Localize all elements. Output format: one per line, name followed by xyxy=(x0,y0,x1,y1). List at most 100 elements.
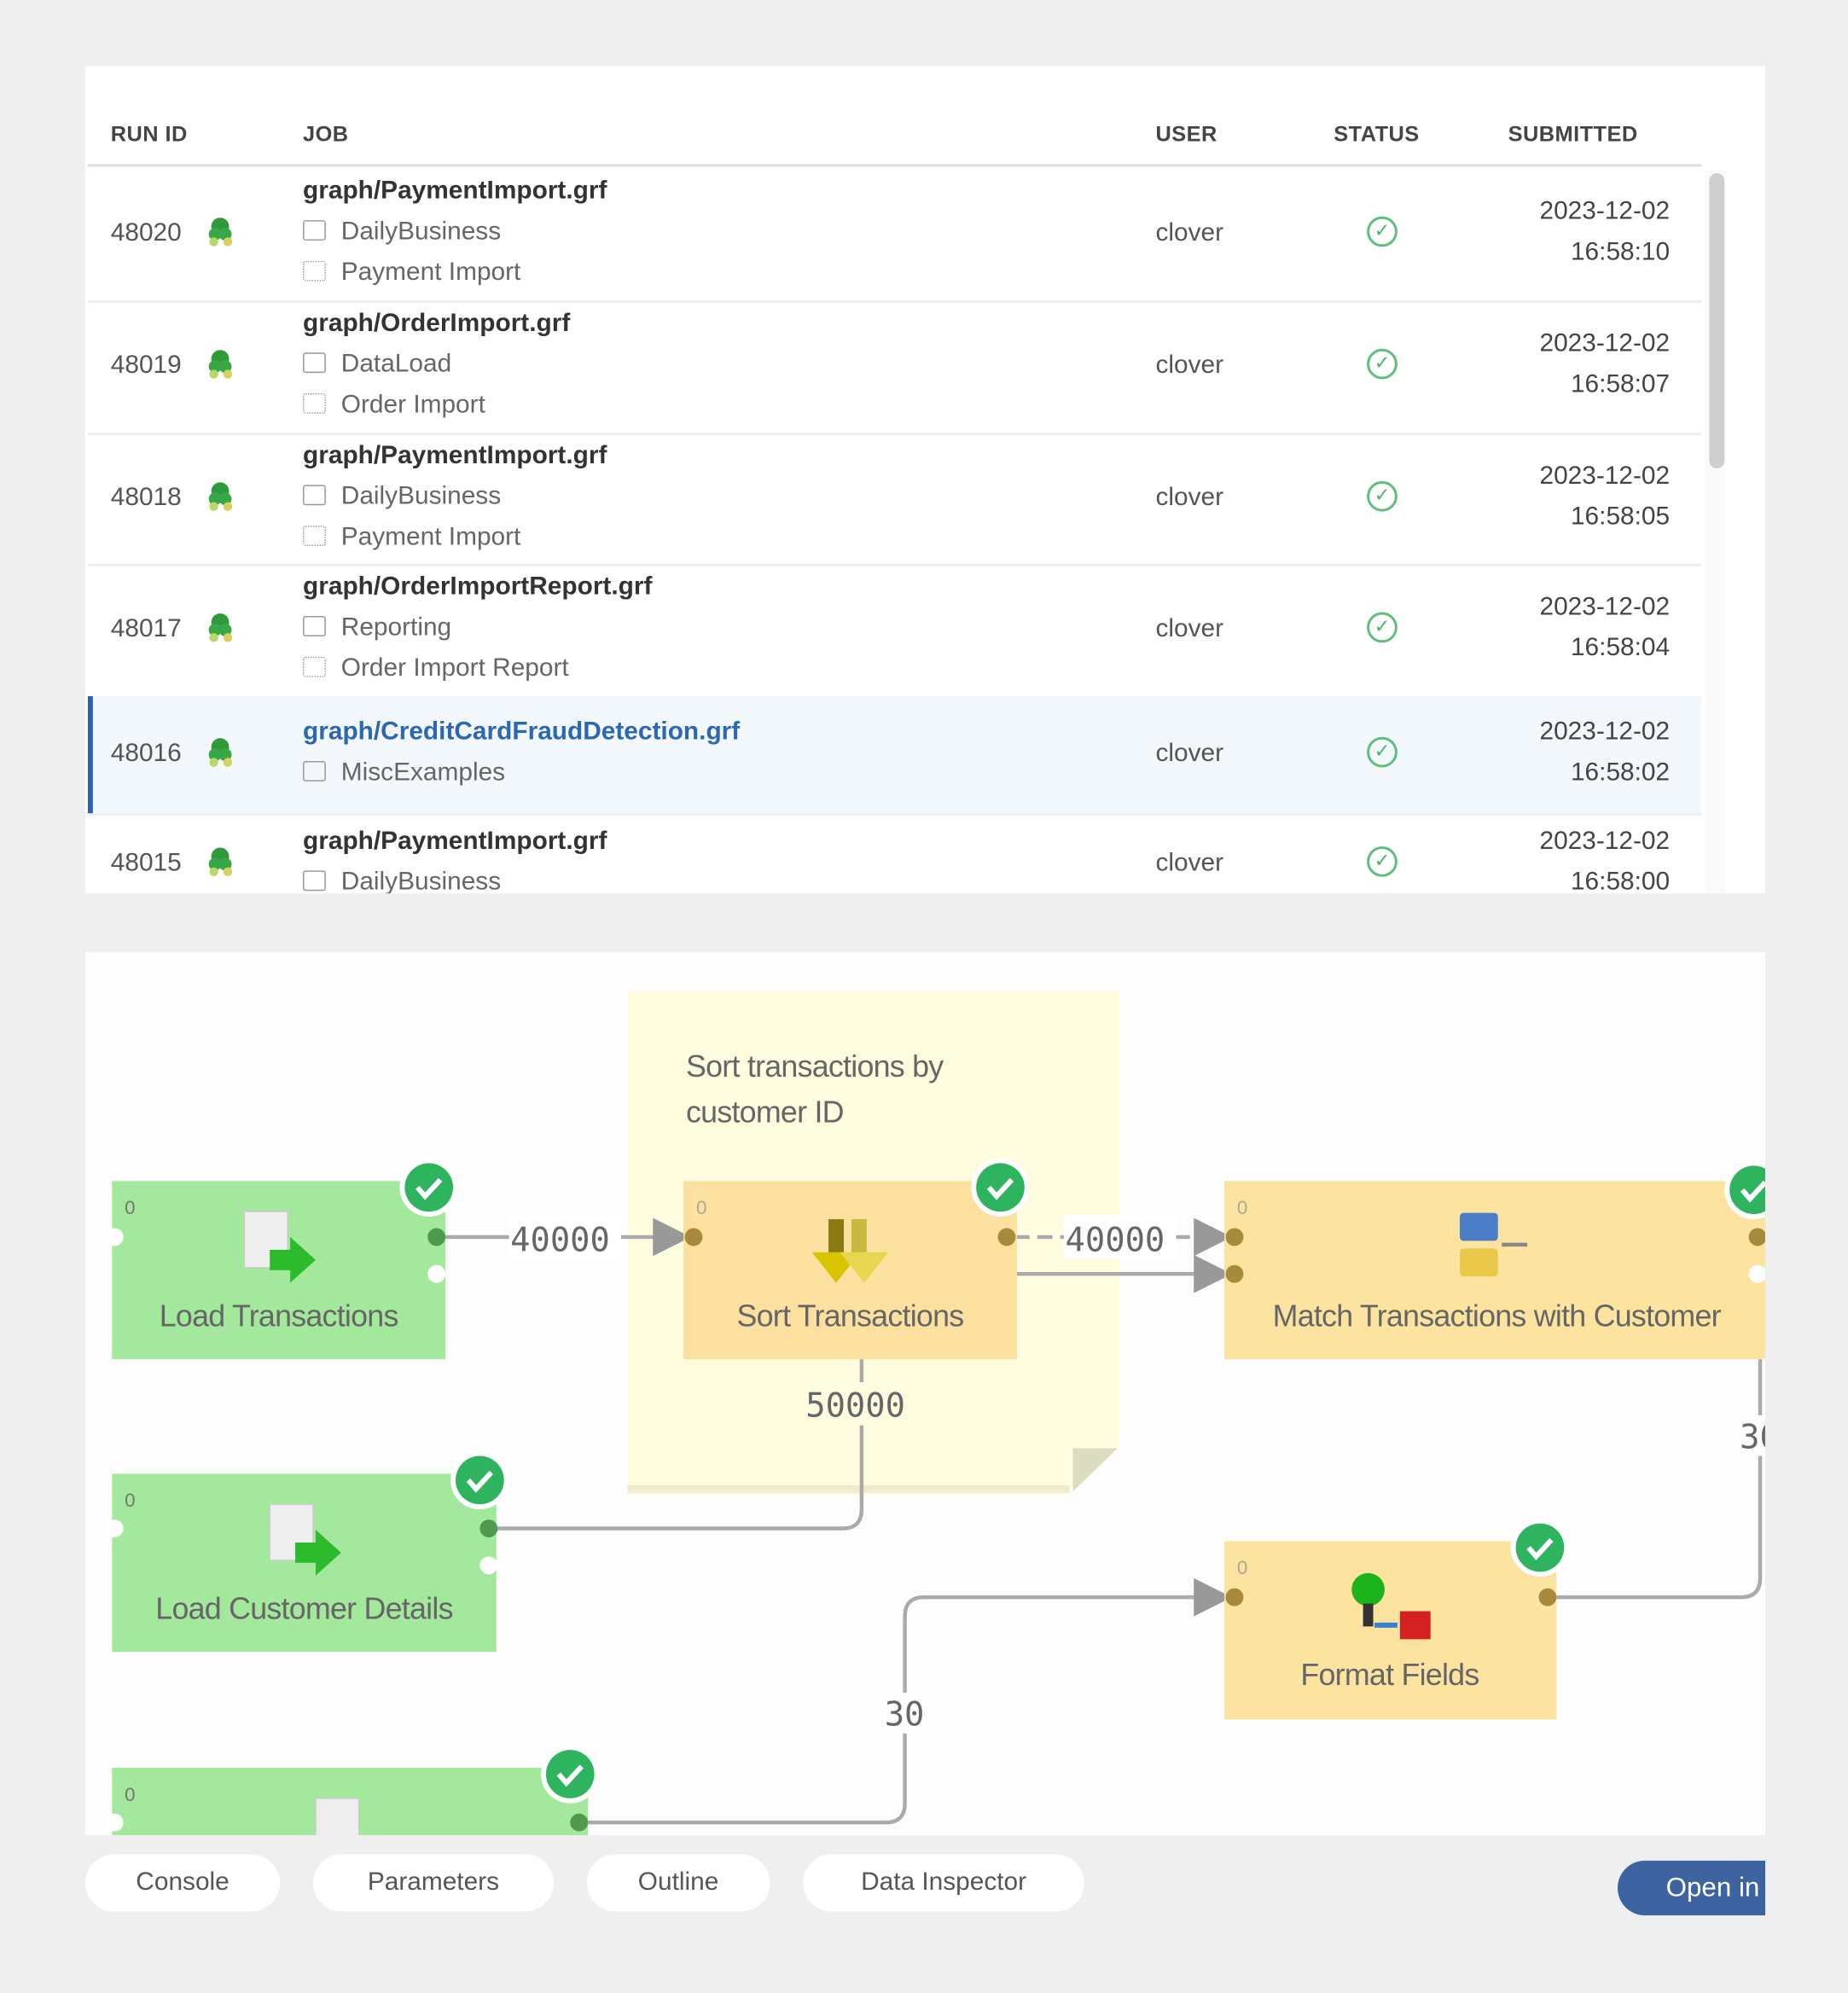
svg-text:0: 0 xyxy=(1237,1557,1247,1578)
tab-data-inspector[interactable]: Data Inspector xyxy=(803,1854,1084,1912)
user: clover xyxy=(1155,218,1224,247)
graph-canvas[interactable]: Sort transactions by customer ID 40000 4… xyxy=(84,951,1765,1836)
run-id: 48018 xyxy=(110,483,182,511)
table-row[interactable]: 48019 graph/OrderImport.grf DataLoad Order … xyxy=(87,300,1702,436)
tab-outline[interactable]: Outline xyxy=(586,1854,770,1912)
user: clover xyxy=(1155,739,1224,768)
svg-text:0: 0 xyxy=(125,1197,135,1218)
header-run-id[interactable]: RUN ID xyxy=(110,122,188,147)
schedule: Order Import Report xyxy=(303,648,652,689)
schedule-link[interactable]: Order Import xyxy=(340,390,485,419)
header-user[interactable]: USER xyxy=(1155,122,1217,147)
submitted: 2023-12-02 16:58:05 xyxy=(1539,455,1670,536)
folder-icon xyxy=(303,761,326,782)
svg-text:Load Customer Details: Load Customer Details xyxy=(155,1591,452,1625)
sandbox: MiscExamples xyxy=(303,752,740,793)
join-icon xyxy=(1459,1212,1528,1277)
scrollbar-thumb[interactable] xyxy=(1709,172,1725,468)
edge-label: 30 xyxy=(885,1696,925,1734)
job-name[interactable]: graph/PaymentImport.grf xyxy=(303,177,607,206)
sandbox-link[interactable]: MiscExamples xyxy=(340,758,506,787)
reader-icon xyxy=(243,1211,316,1283)
submitted-time: 16:58:10 xyxy=(1570,237,1671,266)
success-check-icon xyxy=(450,1450,509,1510)
job-name[interactable]: graph/CreditCardFraudDetection.grf xyxy=(303,718,741,747)
graph-job-icon xyxy=(208,481,233,511)
schedule-link[interactable]: Payment Import xyxy=(340,258,521,287)
sandbox-link[interactable]: DailyBusiness xyxy=(340,218,502,246)
edge-label: 50000 xyxy=(805,1386,905,1425)
tab-parameters[interactable]: Parameters xyxy=(312,1854,554,1912)
schedule: Payment Import xyxy=(303,516,607,557)
sandbox-link[interactable]: DailyBusiness xyxy=(340,481,502,510)
schedule-link[interactable]: Payment Import xyxy=(340,522,521,551)
table-row[interactable]: 48015 graph/PaymentImport.grf DailyBusines… xyxy=(88,813,1701,894)
table-row[interactable]: 48017 graph/OrderImportReport.grf Reportin… xyxy=(87,564,1702,699)
node-reader-3[interactable]: 0 xyxy=(105,1767,589,1836)
user: clover xyxy=(1155,848,1224,877)
submitted-date: 2023-12-02 xyxy=(1539,329,1671,358)
table-row[interactable]: 48016 graph/CreditCardFraudDetection.grf M… xyxy=(87,695,1702,816)
header-submitted[interactable]: SUBMITTED xyxy=(1508,122,1638,147)
calendar-icon xyxy=(303,392,326,414)
job-cell: graph/PaymentImport.grf DailyBusiness xyxy=(303,821,607,893)
status-success-icon: ✓ xyxy=(1367,612,1398,643)
job-name[interactable]: graph/PaymentImport.grf xyxy=(303,827,607,856)
schedule-link[interactable]: Order Import Report xyxy=(340,654,569,683)
user: clover xyxy=(1155,614,1224,643)
schedule: Payment Import xyxy=(303,252,607,293)
page-margin xyxy=(1764,0,1848,1993)
sandbox: DataLoad xyxy=(303,344,570,385)
folder-icon xyxy=(303,352,326,374)
header-job[interactable]: JOB xyxy=(303,122,349,147)
submitted: 2023-12-02 16:58:04 xyxy=(1539,587,1670,668)
header-status[interactable]: STATUS xyxy=(1334,122,1420,147)
submitted: 2023-12-02 16:58:10 xyxy=(1539,191,1670,272)
header-divider xyxy=(87,164,1702,167)
tab-console[interactable]: Console xyxy=(84,1854,281,1912)
executions-table: RUN ID JOB USER STATUS SUBMITTED 48020 gr… xyxy=(84,66,1765,894)
open-in-button[interactable]: Open in xyxy=(1617,1860,1783,1916)
graph-job-icon xyxy=(208,847,233,877)
submitted-date: 2023-12-02 xyxy=(1539,593,1671,621)
reader-icon xyxy=(315,1798,360,1836)
svg-text:Format Fields: Format Fields xyxy=(1300,1658,1479,1692)
node-load-customer-details[interactable]: 0 Load Customer Details xyxy=(105,1473,498,1653)
status-success-icon: ✓ xyxy=(1367,216,1398,247)
submitted-date: 2023-12-02 xyxy=(1539,827,1671,856)
job-name[interactable]: graph/OrderImport.grf xyxy=(303,309,571,338)
folder-icon xyxy=(303,484,326,505)
svg-text:Match Transactions with Custom: Match Transactions with Customer xyxy=(1273,1299,1722,1333)
status-success-icon: ✓ xyxy=(1367,736,1398,768)
table-row[interactable]: 48018 graph/PaymentImport.grf DailyBusines… xyxy=(87,433,1702,567)
edge-label: 40000 xyxy=(510,1221,610,1259)
job-name[interactable]: graph/OrderImportReport.grf xyxy=(303,572,653,601)
node-format-fields[interactable]: 0 Format Fields xyxy=(1224,1541,1557,1720)
sandbox-link[interactable]: DataLoad xyxy=(340,350,452,379)
user: clover xyxy=(1155,351,1224,380)
job-cell: graph/OrderImportReport.grf Reporting Orde… xyxy=(303,567,652,689)
svg-text:Sort Transactions: Sort Transactions xyxy=(737,1299,964,1333)
job-cell: graph/PaymentImport.grf DailyBusiness Paym… xyxy=(303,434,607,556)
sandbox-link[interactable]: Reporting xyxy=(340,613,452,642)
table-row[interactable]: 48020 graph/PaymentImport.grf DailyBusines… xyxy=(87,168,1702,304)
node-sort-transactions[interactable]: 0 Sort Transactions xyxy=(683,1181,1017,1360)
folder-icon xyxy=(303,220,326,241)
submitted: 2023-12-02 16:58:00 xyxy=(1539,821,1671,894)
edge-customer-to-sort xyxy=(496,1359,864,1531)
sandbox: DailyBusiness xyxy=(303,862,607,893)
node-match-transactions[interactable]: 0 Match Transactions with Customer xyxy=(1224,1181,1765,1360)
user: clover xyxy=(1155,483,1224,511)
job-name[interactable]: graph/PaymentImport.grf xyxy=(303,440,607,469)
sandbox-link[interactable]: DailyBusiness xyxy=(340,868,502,894)
calendar-icon xyxy=(303,656,326,677)
svg-text:0: 0 xyxy=(696,1197,706,1218)
submitted-time: 16:58:07 xyxy=(1570,370,1671,398)
status-success-icon: ✓ xyxy=(1367,845,1398,877)
node-load-transactions[interactable]: 0 Load Transactions xyxy=(105,1181,446,1360)
success-check-icon xyxy=(399,1158,459,1217)
edge-label: 30 xyxy=(1740,1419,1765,1457)
graph-job-icon xyxy=(208,613,233,642)
submitted: 2023-12-02 16:58:07 xyxy=(1539,323,1670,404)
success-check-icon xyxy=(1724,1160,1765,1220)
